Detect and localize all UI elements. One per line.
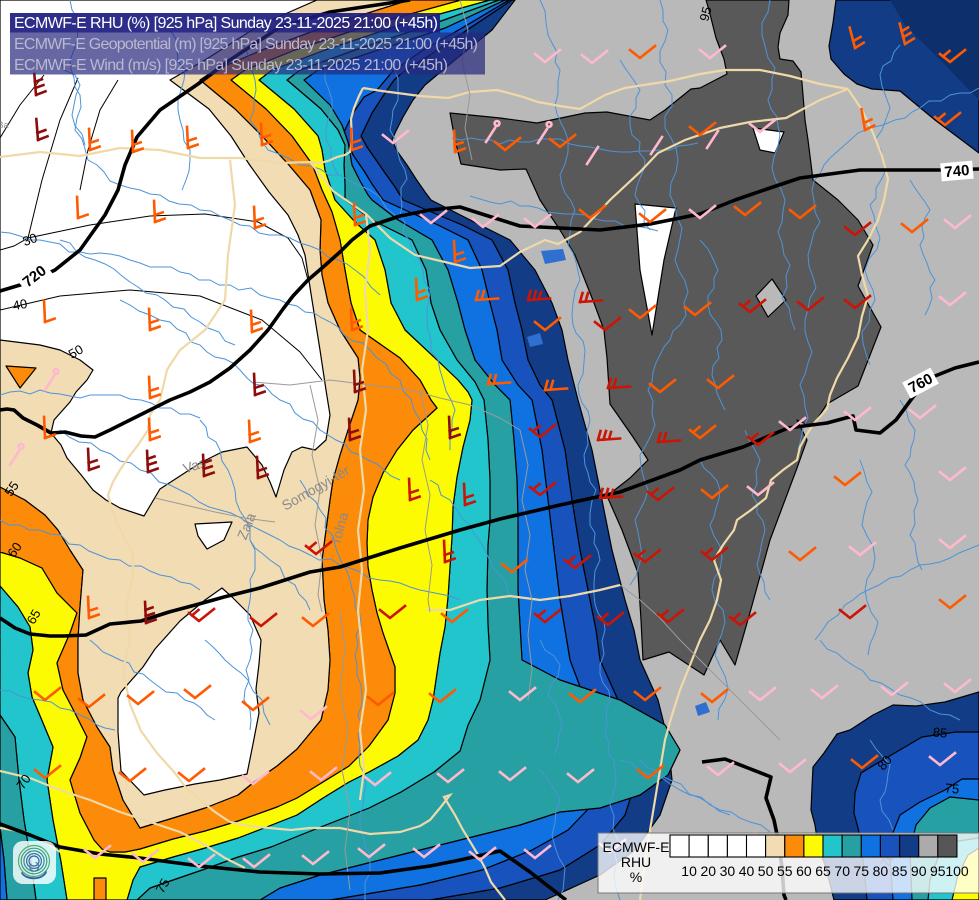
svg-text:40: 40: [739, 863, 755, 879]
svg-text:10: 10: [681, 863, 697, 879]
svg-text:55: 55: [777, 863, 793, 879]
svg-text:ECMWF-E Wind (m/s) [925 hPa] S: ECMWF-E Wind (m/s) [925 hPa] Sunday 23-1…: [14, 57, 448, 74]
svg-text:65: 65: [815, 863, 831, 879]
svg-text:Vas: Vas: [181, 454, 208, 476]
svg-text:30: 30: [720, 863, 736, 879]
svg-text:40: 40: [11, 296, 28, 313]
svg-text:ECMWF-E: ECMWF-E: [603, 839, 670, 855]
svg-text:50: 50: [66, 341, 86, 361]
svg-text:%: %: [630, 869, 642, 885]
svg-text:740: 740: [944, 162, 970, 181]
svg-text:50: 50: [758, 863, 774, 879]
svg-text:Ba: Ba: [0, 120, 9, 130]
svg-text:55: 55: [1, 478, 22, 498]
svg-text:ECMWF-E RHU (%) [925 hPa] Sund: ECMWF-E RHU (%) [925 hPa] Sunday 23-11-2…: [14, 15, 438, 32]
svg-text:ECMWF-E Geopotential (m) [925: ECMWF-E Geopotential (m) [925 hPa] Sunda…: [14, 36, 478, 53]
svg-text:95: 95: [930, 863, 946, 879]
svg-text:60: 60: [796, 863, 812, 879]
svg-text:85: 85: [932, 724, 948, 740]
svg-text:75: 75: [152, 876, 172, 896]
svg-text:85: 85: [892, 863, 908, 879]
svg-text:RHU: RHU: [621, 854, 651, 870]
svg-text:100: 100: [945, 863, 969, 879]
svg-text:70: 70: [834, 863, 850, 879]
svg-text:70: 70: [13, 771, 34, 791]
svg-text:60: 60: [4, 539, 25, 559]
svg-text:65: 65: [23, 607, 43, 627]
svg-text:95: 95: [696, 5, 714, 23]
svg-text:80: 80: [873, 863, 889, 879]
svg-text:90: 90: [911, 863, 927, 879]
svg-text:75: 75: [944, 780, 960, 796]
svg-text:75: 75: [854, 863, 870, 879]
svg-text:20: 20: [701, 863, 717, 879]
svg-text:30: 30: [20, 230, 39, 249]
